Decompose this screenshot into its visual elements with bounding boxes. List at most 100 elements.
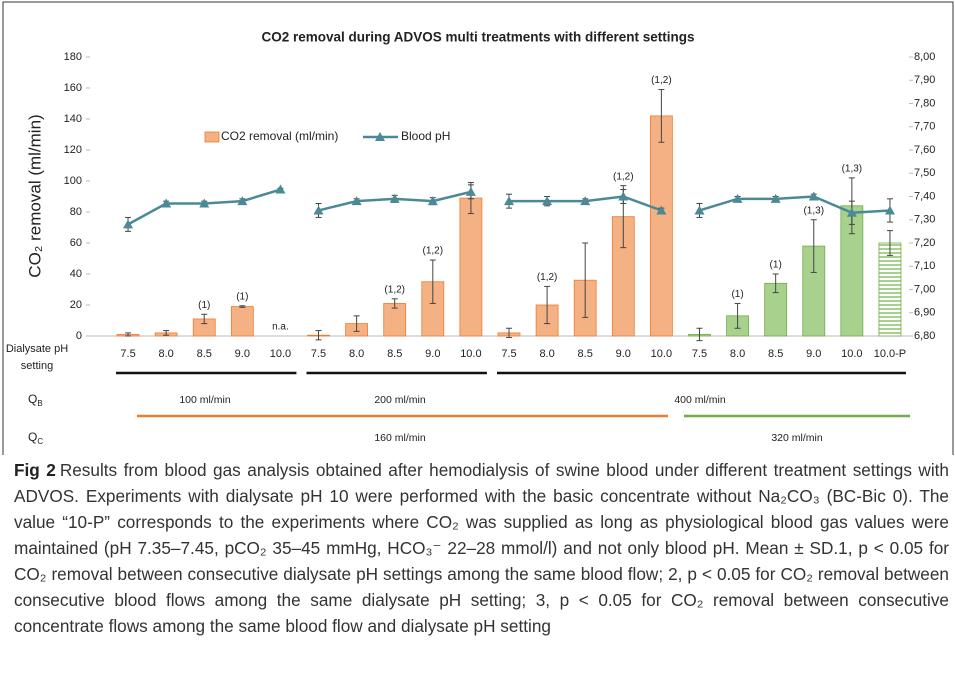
x-tick-label: 7.5 (501, 348, 516, 360)
significance-label: (1,2) (384, 284, 405, 295)
point (161, 198, 172, 208)
point (808, 191, 819, 201)
x-tick-label: 10.0 (651, 348, 672, 360)
y2-tick-label: 7,60 (914, 144, 935, 156)
y-axis-label: CO₂ removal (ml/min) (25, 114, 44, 277)
point (389, 193, 400, 203)
point (580, 196, 591, 206)
y-tick-label: 180 (64, 51, 82, 63)
row-label-main: Q (28, 430, 37, 444)
bar (230, 306, 254, 337)
x-tick-label: 8.5 (197, 348, 212, 360)
significance-label: (1,3) (803, 205, 824, 216)
x-tick-label: 10.0 (841, 348, 862, 360)
legend-label: CO2 removal (ml/min) (221, 129, 338, 143)
point (846, 207, 857, 217)
y2-tick-label: 7,90 (914, 74, 935, 86)
y2-tick-label: 7,30 (914, 214, 935, 226)
point (351, 196, 362, 206)
x-tick-label: 9.0 (235, 348, 250, 360)
x-tick-label: 10.0 (270, 348, 291, 360)
significance-label: (1) (731, 289, 743, 300)
point (542, 196, 553, 206)
significance-label: (1,2) (613, 171, 634, 182)
caption: Fig 2 Results from blood gas analysis obt… (14, 457, 949, 639)
row-label-sub: B (37, 399, 42, 408)
x-tick-label: 8.5 (578, 348, 593, 360)
y2-tick-label: 7,50 (914, 167, 935, 179)
y-tick-label: 120 (64, 144, 82, 156)
point (313, 205, 324, 215)
y2-tick-label: 6,80 (914, 330, 935, 342)
y2-tick-label: 7,10 (914, 260, 935, 272)
y2-tick-label: 7,00 (914, 283, 935, 295)
missing-label: n.a. (272, 322, 289, 333)
row-label-main: Q (28, 392, 37, 406)
row-value: 400 ml/min (674, 394, 726, 406)
x-axis-label: setting (21, 360, 53, 372)
y-tick-label: 40 (70, 268, 82, 280)
point (199, 198, 210, 208)
x-tick-label: 8.5 (387, 348, 402, 360)
bar (878, 242, 902, 337)
y-tick-label: 100 (64, 175, 82, 187)
significance-label: (1) (770, 260, 782, 271)
x-tick-label: 10.0-P (874, 348, 906, 360)
caption-label: Fig 2 (14, 460, 56, 480)
bar (649, 115, 673, 337)
line (699, 195, 891, 215)
x-tick-label: 9.0 (806, 348, 821, 360)
x-tick-label: 9.0 (616, 348, 631, 360)
significance-label: (1,2) (423, 246, 444, 257)
point (237, 196, 248, 206)
point (275, 184, 286, 194)
y2-tick-label: 7,20 (914, 237, 935, 249)
y-tick-label: 80 (70, 206, 82, 218)
point (427, 196, 438, 206)
chart: CO2 removal during ADVOS multi treatment… (2, 1, 954, 455)
legend-label: Blood pH (401, 129, 450, 143)
legend-swatch (204, 131, 220, 143)
y2-tick-label: 7,80 (914, 97, 935, 109)
significance-label: (1) (198, 300, 210, 311)
y2-tick-label: 7,70 (914, 121, 935, 133)
y2-tick-label: 8,00 (914, 51, 935, 63)
y-tick-label: 140 (64, 113, 82, 125)
point (694, 205, 705, 215)
y-tick-label: 160 (64, 82, 82, 94)
x-tick-label: 7.5 (692, 348, 707, 360)
y2-tick-label: 7,40 (914, 190, 935, 202)
x-tick-label: 8.0 (539, 348, 554, 360)
row-value: 160 ml/min (374, 432, 426, 444)
x-tick-label: 8.0 (349, 348, 364, 360)
row-value: 100 ml/min (179, 394, 231, 406)
x-tick-label: 7.5 (311, 348, 326, 360)
x-tick-label: 10.0 (460, 348, 481, 360)
significance-label: (1,3) (842, 164, 863, 175)
point (884, 205, 895, 215)
y-tick-label: 0 (76, 330, 82, 342)
legend-swatch (375, 132, 385, 141)
row-label-sub: C (37, 437, 43, 446)
significance-label: (1,2) (651, 75, 672, 86)
x-axis-label: Dialysate pH (6, 343, 68, 355)
y-tick-label: 20 (70, 299, 82, 311)
y-tick-label: 60 (70, 237, 82, 249)
row-label: QC (28, 430, 43, 446)
chart-title: CO2 removal during ADVOS multi treatment… (261, 30, 694, 45)
row-value: 200 ml/min (374, 394, 426, 406)
x-tick-label: 9.0 (425, 348, 440, 360)
y2-tick-label: 6,90 (914, 307, 935, 319)
significance-label: (1) (236, 291, 248, 302)
point (618, 191, 629, 201)
bar (459, 197, 483, 337)
point (732, 193, 743, 203)
row-label: QB (28, 392, 43, 408)
point (123, 219, 134, 229)
row-value: 320 ml/min (771, 432, 823, 444)
point (465, 186, 476, 196)
figure-frame (2, 1, 954, 455)
point (504, 196, 514, 206)
x-tick-label: 8.5 (768, 348, 783, 360)
